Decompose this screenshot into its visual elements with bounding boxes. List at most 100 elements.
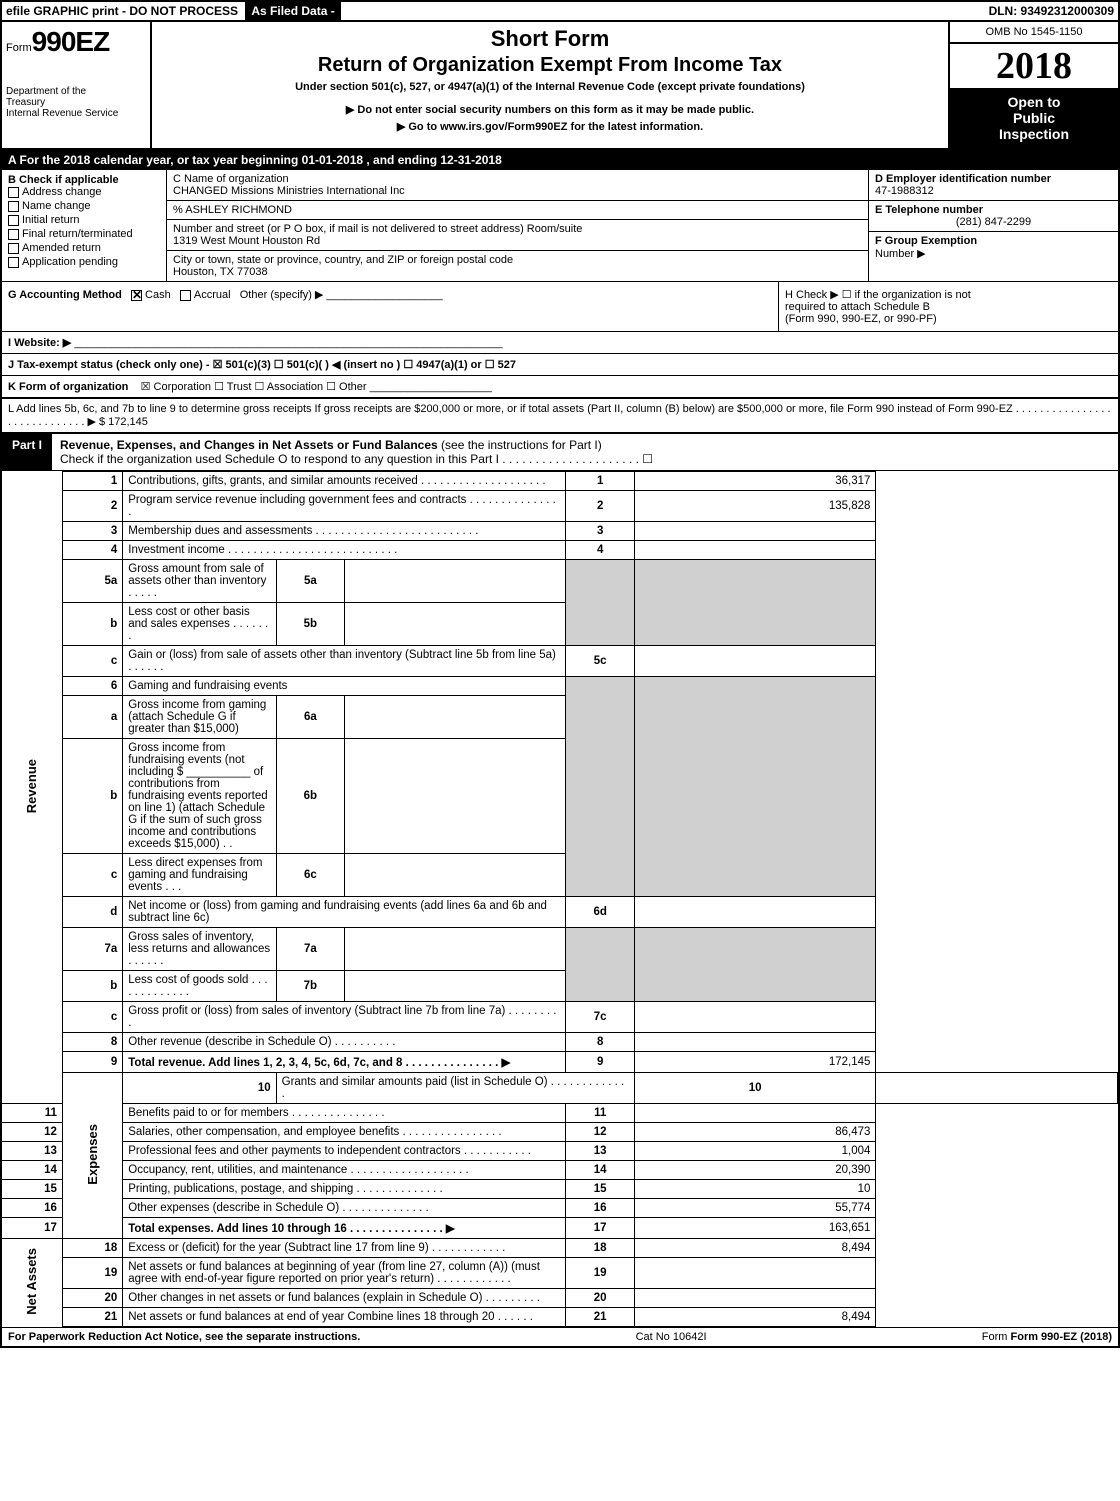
- line-desc: Contributions, gifts, grants, and simila…: [123, 472, 566, 491]
- table-row: 4 Investment income . . . . . . . . . . …: [2, 541, 1118, 560]
- part1-title: Revenue, Expenses, and Changes in Net As…: [52, 434, 661, 470]
- line-num: 21: [62, 1308, 122, 1327]
- table-row: 5a Gross amount from sale of assets othe…: [2, 560, 1118, 603]
- topbar-left: efile GRAPHIC print - DO NOT PROCESS As …: [6, 4, 341, 18]
- out-value: 172,145: [634, 1052, 876, 1073]
- chk-address[interactable]: Address change: [8, 186, 160, 198]
- line-num: 18: [62, 1239, 122, 1258]
- h-line2: required to attach Schedule B: [785, 301, 1112, 313]
- chk-name[interactable]: Name change: [8, 200, 160, 212]
- out-value: [634, 1033, 876, 1052]
- table-row: a Gross income from gaming (attach Sched…: [2, 696, 1118, 739]
- inbox-value: [345, 560, 566, 603]
- table-row: 8 Other revenue (describe in Schedule O)…: [2, 1033, 1118, 1052]
- line-desc: Gross sales of inventory, less returns a…: [123, 928, 276, 971]
- e-tel: (281) 847-2299: [875, 216, 1112, 228]
- checkbox-icon: [8, 257, 19, 268]
- out-value: 86,473: [634, 1123, 876, 1142]
- inbox-value: [345, 696, 566, 739]
- col-d: D Employer identification number 47-1988…: [868, 170, 1118, 281]
- h-check: H Check ▶ ☐ if the organization is not r…: [778, 282, 1118, 331]
- out-label: 4: [566, 541, 634, 560]
- out-label: 12: [566, 1123, 634, 1142]
- line-desc: Net assets or fund balances at beginning…: [123, 1258, 566, 1289]
- col-c: C Name of organization CHANGED Missions …: [167, 170, 868, 281]
- footer-right: Form Form 990-EZ (2018): [982, 1331, 1112, 1343]
- out-label: 7c: [566, 1002, 634, 1033]
- side-revenue: Revenue: [2, 472, 62, 1104]
- line-desc: Other changes in net assets or fund bala…: [123, 1289, 566, 1308]
- footer: For Paperwork Reduction Act Notice, see …: [2, 1327, 1118, 1346]
- checkbox-icon: [8, 243, 19, 254]
- checkbox-icon: [8, 201, 19, 212]
- inbox-label: 5b: [276, 603, 344, 646]
- out-label-shade: [566, 739, 634, 854]
- header-right: OMB No 1545-1150 2018 Open to Public Ins…: [948, 22, 1118, 148]
- inbox-value: [345, 854, 566, 897]
- dept-line2: Treasury: [6, 97, 146, 108]
- j-text: J Tax-exempt status (check only one) - ☒…: [8, 359, 516, 371]
- out-value: [634, 522, 876, 541]
- tax-year: 2018: [950, 44, 1118, 88]
- table-row: 2 Program service revenue including gove…: [2, 491, 1118, 522]
- table-row: 12 Salaries, other compensation, and emp…: [2, 1123, 1118, 1142]
- table-row: 19 Net assets or fund balances at beginn…: [2, 1258, 1118, 1289]
- out-value: 36,317: [634, 472, 876, 491]
- chk-pending[interactable]: Application pending: [8, 256, 160, 268]
- line-num: a: [62, 696, 122, 739]
- directive-2: ▶ Go to www.irs.gov/Form990EZ for the la…: [158, 120, 942, 133]
- chk-amended[interactable]: Amended return: [8, 242, 160, 254]
- d-ein-label: D Employer identification number: [875, 173, 1051, 185]
- table-row: 16 Other expenses (describe in Schedule …: [2, 1199, 1118, 1218]
- d-ein-cell: D Employer identification number 47-1988…: [869, 170, 1118, 201]
- line-num: 20: [62, 1289, 122, 1308]
- row-k: K Form of organization ☒ Corporation ☐ T…: [2, 376, 1118, 399]
- d-ein: 47-1988312: [875, 185, 934, 197]
- inbox-label: 7a: [276, 928, 344, 971]
- inbox-label: 7b: [276, 971, 344, 1002]
- line-num: 2: [62, 491, 122, 522]
- line-desc: Investment income . . . . . . . . . . . …: [123, 541, 566, 560]
- line-desc: Benefits paid to or for members . . . . …: [123, 1104, 566, 1123]
- k-opts: ☒ Corporation ☐ Trust ☐ Association ☐ Ot…: [141, 381, 367, 393]
- out-value: 163,651: [634, 1218, 876, 1239]
- i-label: I Website: ▶: [8, 337, 71, 349]
- form-title: Return of Organization Exempt From Incom…: [158, 54, 942, 77]
- header-center: Short Form Return of Organization Exempt…: [152, 22, 948, 148]
- line-num: d: [62, 897, 122, 928]
- line-num: 12: [2, 1123, 62, 1142]
- chk-final[interactable]: Final return/terminated: [8, 228, 160, 240]
- chk-initial[interactable]: Initial return: [8, 214, 160, 226]
- line-desc: Net assets or fund balances at end of ye…: [123, 1308, 566, 1327]
- line-num: c: [62, 646, 122, 677]
- dept-line1: Department of the: [6, 86, 146, 97]
- out-label: 14: [566, 1161, 634, 1180]
- row-l: L Add lines 5b, 6c, and 7b to line 9 to …: [2, 399, 1118, 434]
- table-row: c Less direct expenses from gaming and f…: [2, 854, 1118, 897]
- table-row: b Less cost of goods sold . . . . . . . …: [2, 971, 1118, 1002]
- topbar: efile GRAPHIC print - DO NOT PROCESS As …: [2, 2, 1118, 22]
- g-other: Other (specify) ▶: [240, 289, 324, 301]
- line-num: 4: [62, 541, 122, 560]
- out-value: 10: [634, 1180, 876, 1199]
- part1-title-rest: (see the instructions for Part I): [438, 438, 602, 452]
- c-city: Houston, TX 77038: [173, 266, 862, 278]
- table-row: 21 Net assets or fund balances at end of…: [2, 1308, 1118, 1327]
- footer-left: For Paperwork Reduction Act Notice, see …: [8, 1331, 360, 1343]
- c-street-label: Number and street (or P O box, if mail i…: [173, 223, 862, 235]
- c-city-cell: City or town, state or province, country…: [167, 251, 868, 281]
- table-row: b Less cost or other basis and sales exp…: [2, 603, 1118, 646]
- side-expenses: Expenses: [62, 1073, 122, 1239]
- h-line1: H Check ▶ ☐ if the organization is not: [785, 288, 1112, 301]
- f-group-number: Number ▶: [875, 248, 926, 260]
- line-num: 16: [2, 1199, 62, 1218]
- line-desc: Program service revenue including govern…: [123, 491, 566, 522]
- e-tel-label: E Telephone number: [875, 204, 983, 216]
- inbox-label: 6b: [276, 739, 344, 854]
- line-num: 6: [62, 677, 122, 696]
- chk-address-label: Address change: [22, 186, 102, 198]
- row-gh: G Accounting Method Cash Accrual Other (…: [2, 282, 1118, 332]
- c-careof-cell: % ASHLEY RICHMOND: [167, 201, 868, 220]
- c-street: 1319 West Mount Houston Rd: [173, 235, 862, 247]
- out-label: 13: [566, 1142, 634, 1161]
